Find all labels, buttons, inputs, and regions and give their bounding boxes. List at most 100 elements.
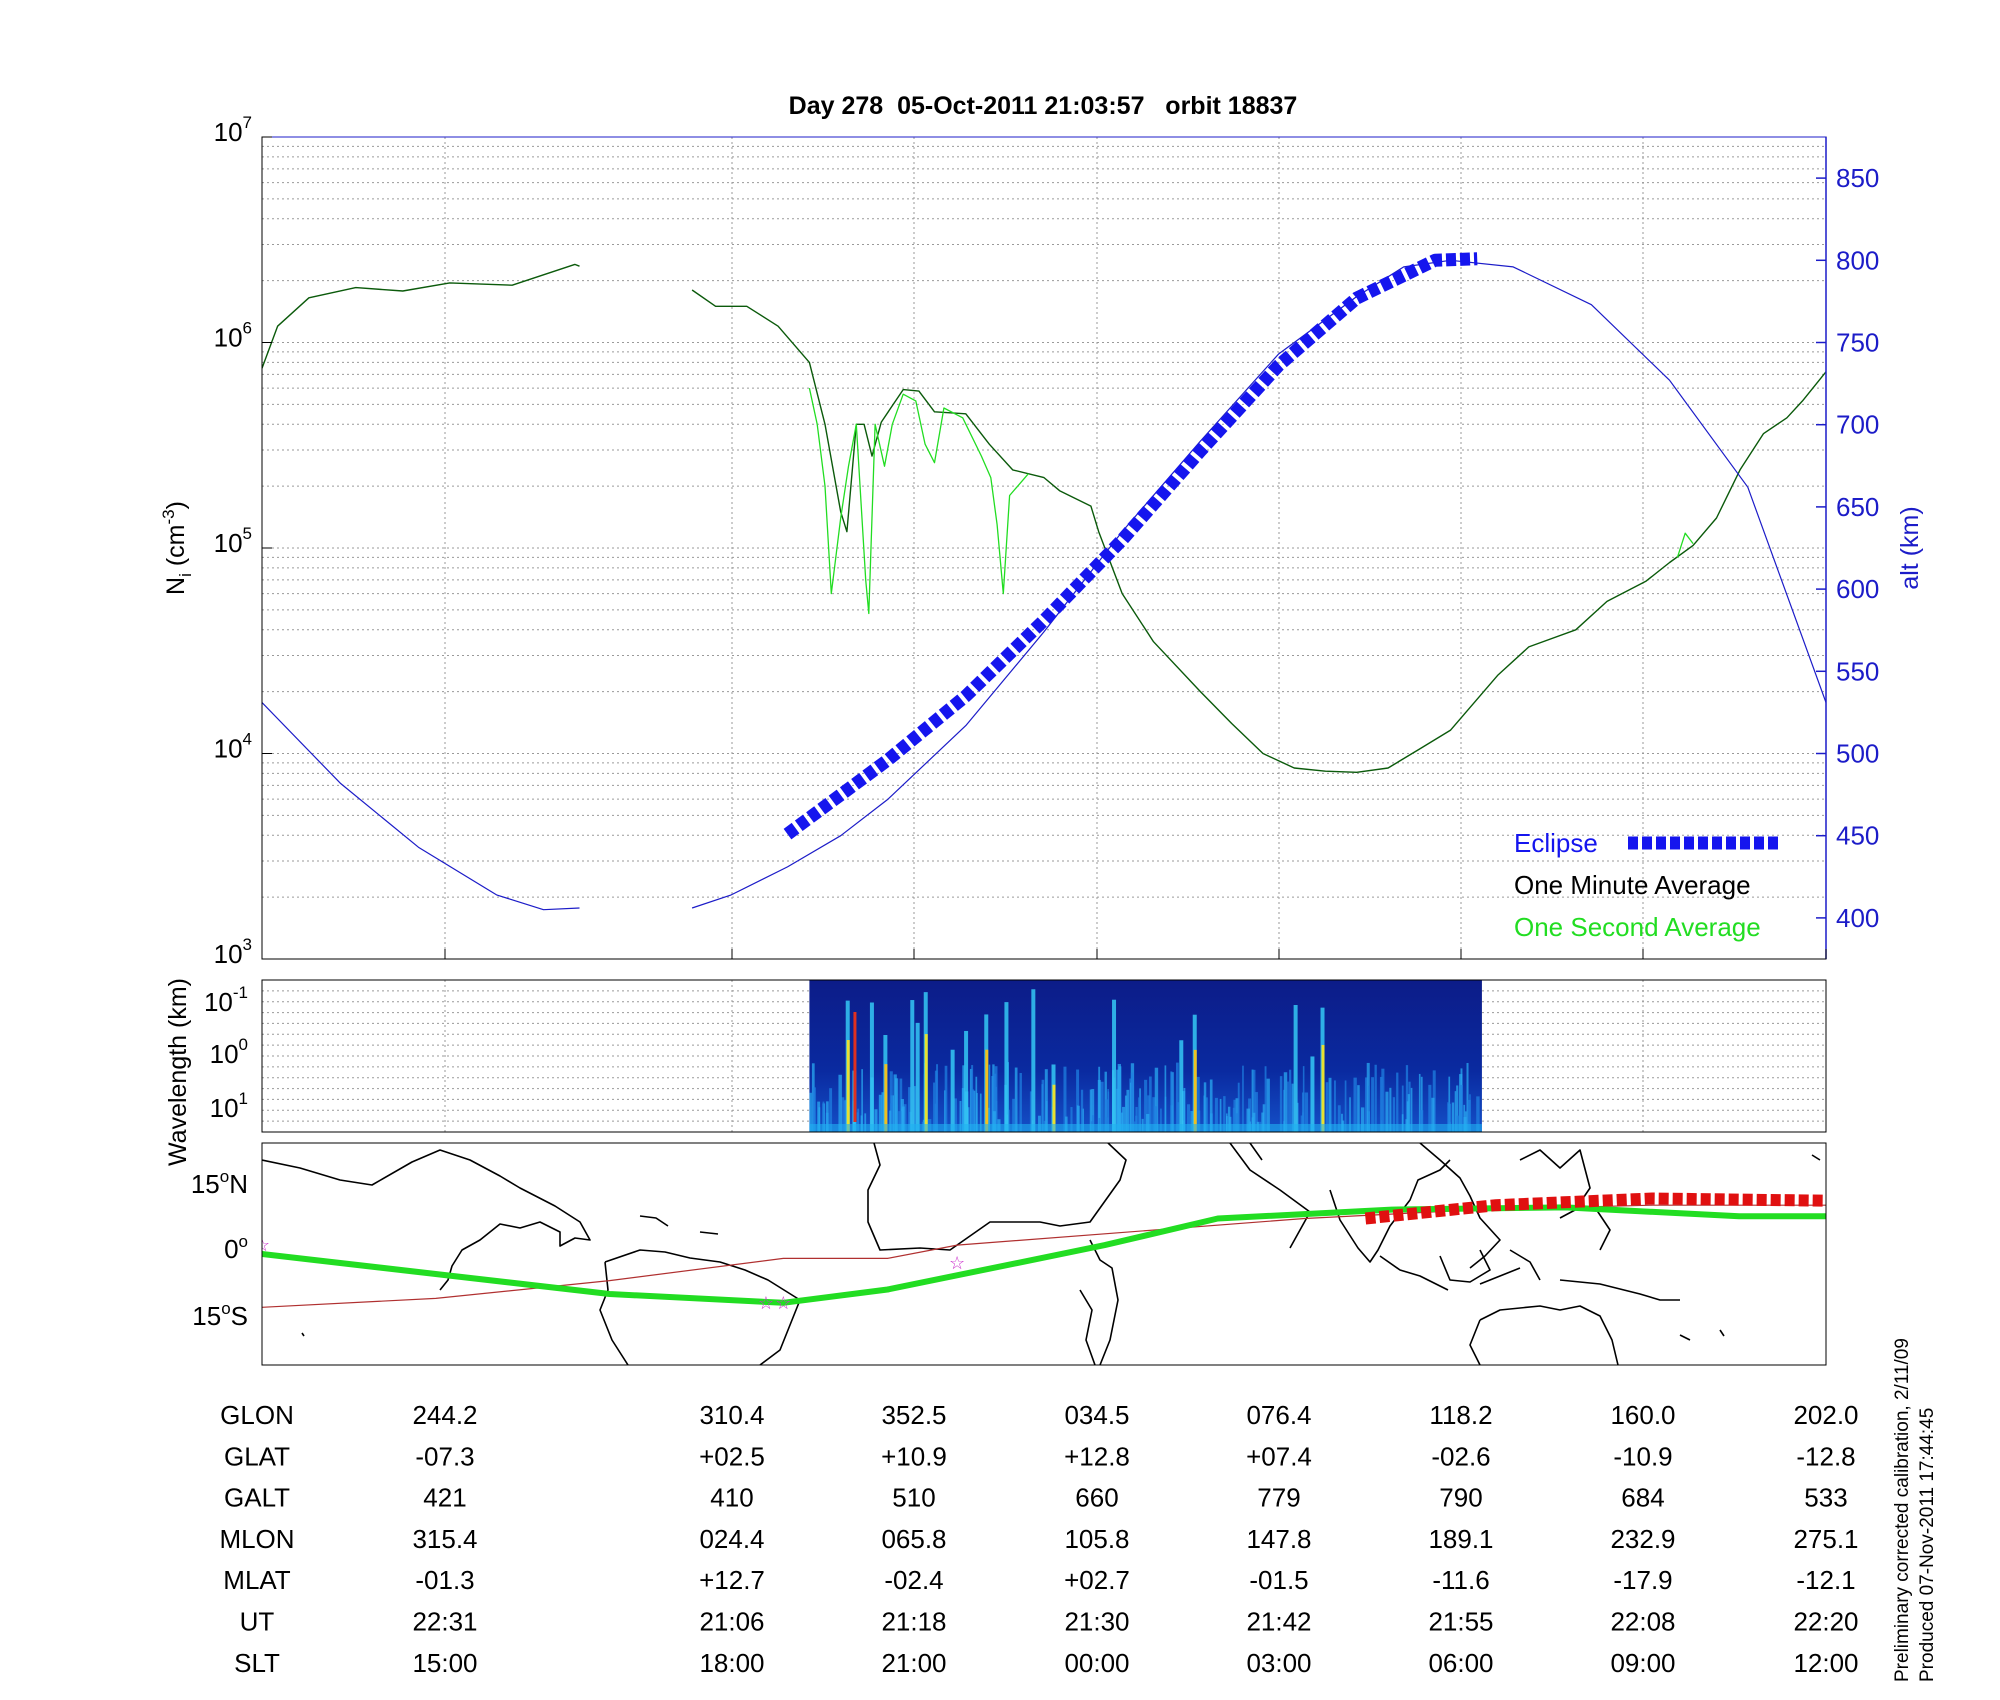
table-cell: 352.5 [881, 1400, 946, 1430]
spectrogram-streak [1118, 1066, 1122, 1132]
spectrogram-tick-label: 10-1 [204, 983, 248, 1017]
table-cell: -10.9 [1613, 1441, 1672, 1471]
spectrogram-streak [841, 1097, 845, 1132]
spectrogram-streak [971, 1089, 975, 1132]
spectrogram-streak [1328, 1077, 1332, 1132]
map-lat-hemisphere: N [229, 1169, 248, 1199]
spectrogram-streak [900, 1098, 904, 1132]
spectrogram-streak [1463, 1104, 1466, 1132]
table-cell: 15:00 [412, 1648, 477, 1678]
spectrogram-streak [1371, 1077, 1374, 1132]
spectrogram-streak [1147, 1095, 1151, 1132]
spectrogram-streak [1405, 1065, 1409, 1132]
spectrogram-streak [1431, 1097, 1435, 1132]
table-cell: 275.1 [1793, 1524, 1858, 1554]
spectrogram-streak [1246, 1108, 1250, 1132]
map-lat-value: 15 [192, 1301, 221, 1331]
spectrogram-burst [1031, 989, 1036, 1132]
density-tick-exponent: 3 [243, 935, 252, 954]
spectrogram-streak [959, 1100, 962, 1132]
table-cell: 202.0 [1793, 1400, 1858, 1430]
spectrogram-streak [1135, 1115, 1138, 1132]
map-lat-value: 15 [191, 1169, 220, 1199]
continent-outlines [262, 1143, 1821, 1365]
table-cell: 310.4 [699, 1400, 764, 1430]
table-cell: -02.6 [1431, 1441, 1490, 1471]
table-cell: 244.2 [412, 1400, 477, 1430]
density-label-unit-exp: -3 [159, 509, 178, 524]
spectrogram-streak [857, 1108, 860, 1132]
spectrogram-streak [1038, 1115, 1041, 1132]
table-cell: -17.9 [1613, 1565, 1672, 1595]
spectrogram-streak [1469, 1094, 1471, 1132]
spectrogram-streak [838, 1074, 842, 1132]
spectrogram-streak [1476, 1096, 1480, 1132]
spectrogram-streak [1456, 1115, 1460, 1132]
table-cell: 510 [892, 1483, 935, 1513]
table-cell: 790 [1439, 1483, 1482, 1513]
spectrogram-streak [1232, 1107, 1236, 1132]
altitude-line [262, 702, 580, 911]
spectrogram-streak [908, 1087, 911, 1132]
spectrogram-tick-base: 10 [210, 1093, 239, 1123]
spectrogram-streak [1063, 1066, 1067, 1132]
spectrogram-streak [1019, 1072, 1022, 1132]
spectrogram-burst [915, 1022, 920, 1132]
table-cell: 118.2 [1429, 1400, 1492, 1430]
table-cell: 105.8 [1064, 1524, 1129, 1554]
map-lat-value: 0 [224, 1234, 238, 1264]
spectrogram-streak [1283, 1072, 1288, 1132]
spectrogram-tick-label: 100 [210, 1035, 248, 1069]
spectrogram-streak [1360, 1107, 1365, 1132]
spectrogram-streak [992, 1111, 996, 1132]
map-lat-tick-label: 0o [224, 1232, 248, 1264]
spectrogram-burst-core [985, 1049, 989, 1132]
second-average-line [1676, 532, 1694, 558]
table-cell: 00:00 [1064, 1648, 1129, 1678]
spectrogram-burst-core [1052, 1084, 1056, 1132]
spectrogram-streak [1389, 1087, 1392, 1132]
spectrogram-streak [860, 1115, 863, 1132]
spectrogram-streak [1160, 1108, 1162, 1132]
orbit-parameter-table: GLON GLAT GALT MLON MLAT UT SLT 244.2 -07.3 421 31… [219, 1400, 1858, 1678]
table-cell: 779 [1257, 1483, 1300, 1513]
spectrogram-streak [1197, 1110, 1201, 1132]
spectrogram-streak [1454, 1091, 1457, 1132]
table-cell: 21:55 [1428, 1607, 1493, 1637]
table-cell: 09:00 [1610, 1648, 1675, 1678]
spectrogram-streak [1203, 1082, 1207, 1132]
spectrogram-streak [1214, 1097, 1218, 1132]
spectrogram-burst-core [924, 1034, 928, 1132]
spectrogram-streak [1237, 1082, 1240, 1132]
map-lat-degree: o [221, 1299, 230, 1318]
pacific-islands-outline [301, 1154, 1821, 1341]
spectrogram-streak [864, 1113, 867, 1132]
caribbean-outline [639, 1215, 719, 1235]
spectrogram-streak [1385, 1091, 1389, 1132]
table-cell: +07.4 [1246, 1441, 1312, 1471]
table-cell: 160.0 [1610, 1400, 1675, 1430]
spectrogram-burst-peak [853, 1012, 857, 1122]
spectrogram-streak [1209, 1079, 1213, 1132]
spectrogram-streak [1164, 1065, 1167, 1132]
density-tick-label: 104 [214, 730, 252, 764]
table-cell: 06:00 [1428, 1648, 1493, 1678]
spectrogram-streak [1144, 1079, 1148, 1132]
spectrogram-streak [1364, 1077, 1368, 1132]
table-cell: +12.8 [1064, 1441, 1130, 1471]
altitude-tick-label: 450 [1836, 821, 1879, 851]
station-star-icon: ☆ [949, 1253, 965, 1273]
spectrogram-streak [1401, 1114, 1404, 1132]
spectrogram-streak [1077, 1105, 1080, 1132]
table-cell: +02.7 [1064, 1565, 1130, 1595]
spectrogram-streak [1219, 1098, 1222, 1132]
spectrogram-streak [1100, 1081, 1104, 1132]
map-frame [261, 1142, 1827, 1366]
spectrogram-streak [903, 1104, 907, 1132]
spectrogram-streak [822, 1101, 825, 1132]
spectrogram-streak [889, 1110, 892, 1132]
spectrogram-streak [975, 1076, 978, 1132]
spectrogram-tick-exponent: 1 [239, 1089, 248, 1108]
